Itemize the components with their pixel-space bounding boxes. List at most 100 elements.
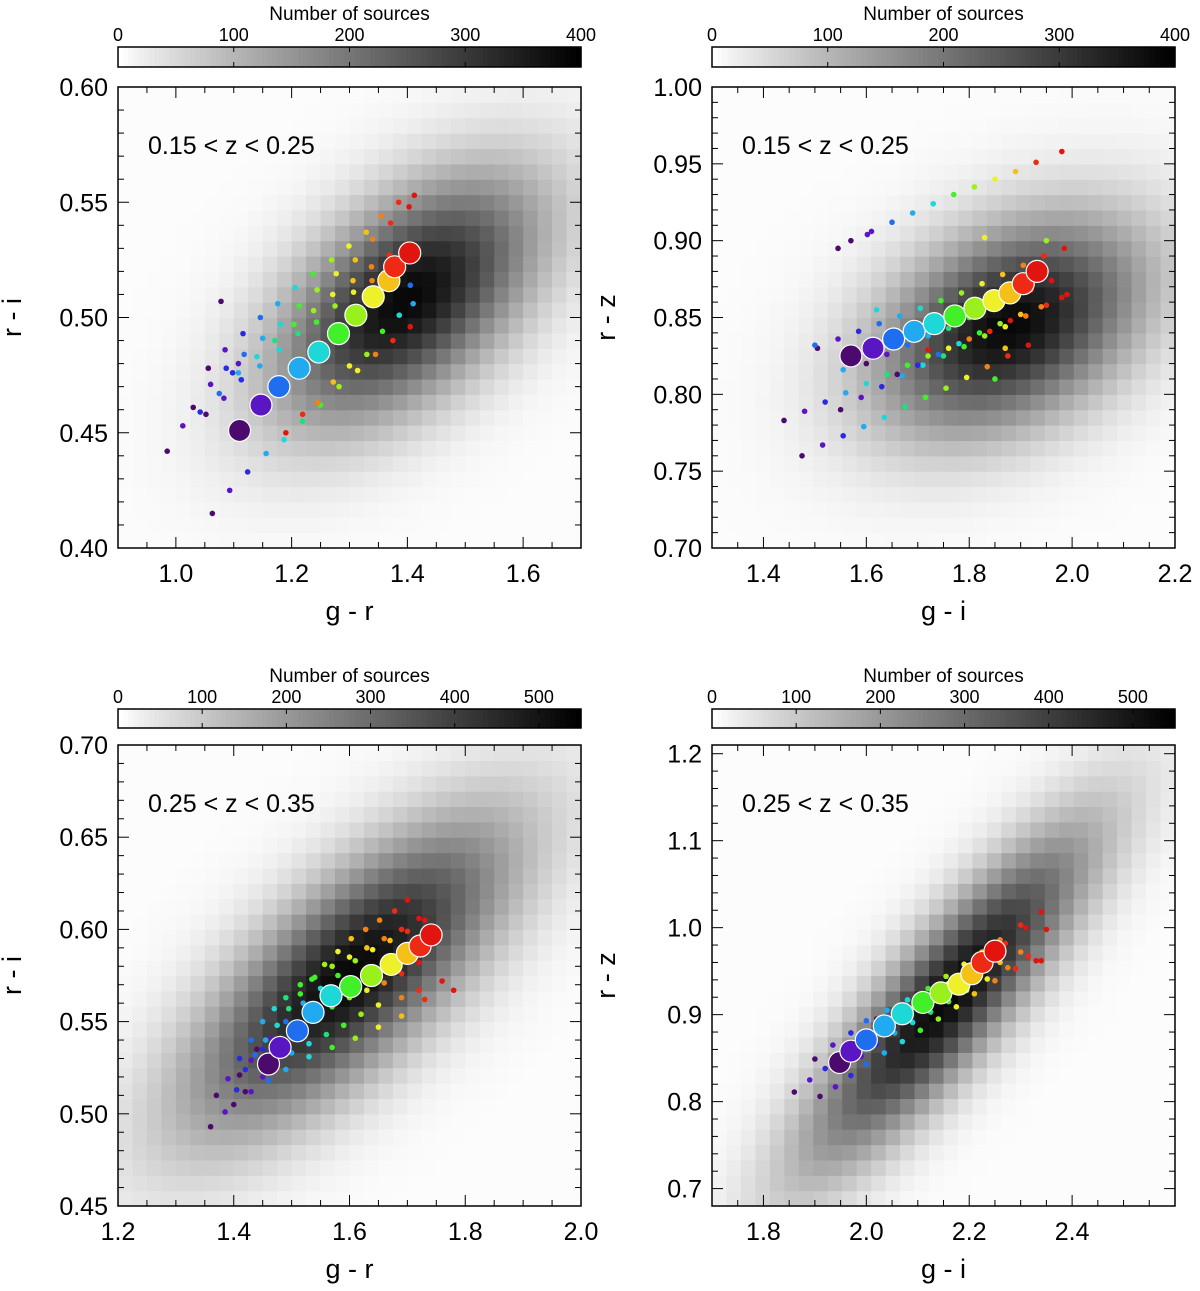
density-cell [784, 1190, 800, 1207]
density-cell [248, 944, 264, 961]
density-cell [1073, 775, 1089, 792]
density-cell [421, 532, 437, 549]
density-cell [132, 163, 148, 180]
density-cell [175, 1052, 191, 1069]
density-cell [1088, 317, 1104, 334]
density-cell [813, 960, 829, 977]
density-cell [784, 1067, 800, 1084]
density-cell [885, 378, 901, 395]
model-track [218, 282, 416, 436]
density-cell [508, 271, 524, 288]
colorbar-segment [370, 47, 376, 67]
density-cell [842, 760, 858, 777]
density-cell [1088, 791, 1104, 808]
density-cell [132, 148, 148, 165]
model-point [241, 351, 247, 358]
colorbar-segment [400, 709, 407, 728]
model-track [894, 294, 1065, 378]
density-cell [552, 332, 568, 349]
density-cell [986, 791, 1002, 808]
colorbar-segment [339, 47, 345, 67]
colorbar-segment [544, 47, 551, 67]
density-cell [914, 806, 930, 823]
density-cell [450, 332, 466, 349]
density-cell [986, 425, 1002, 442]
density-cell [378, 302, 394, 319]
model-point [283, 1066, 289, 1073]
mean-color-point [379, 952, 403, 977]
density-cell [494, 133, 510, 150]
density-cell [885, 760, 901, 777]
density-cell [537, 745, 553, 761]
density-cell [842, 194, 858, 211]
model-point [222, 346, 228, 353]
density-cell [856, 821, 872, 838]
density-cell [1131, 1144, 1147, 1161]
colorbar-segment [174, 709, 181, 728]
density-cell [552, 179, 568, 196]
density-cell [856, 240, 872, 257]
density-cell [871, 1067, 887, 1084]
density-cell [175, 960, 191, 977]
density-cell [537, 1067, 553, 1084]
density-cell [1131, 179, 1147, 196]
density-cell [118, 760, 134, 777]
density-cell [1131, 1052, 1147, 1069]
density-cell [943, 209, 959, 226]
model-point [248, 1057, 254, 1064]
density-cell [378, 1083, 394, 1100]
density-cell [726, 914, 742, 930]
density-cell [552, 501, 568, 518]
density-cell [929, 1067, 945, 1084]
colorbar-segment [298, 47, 304, 67]
density-cell [175, 394, 191, 411]
density-cell [957, 501, 974, 518]
density-cell [712, 240, 728, 257]
density-cell [552, 348, 568, 365]
y-axis-label: r - i [0, 956, 27, 995]
density-cell [900, 394, 916, 411]
density-cell [1059, 425, 1075, 442]
density-cell [552, 455, 568, 472]
density-cell [465, 225, 481, 242]
density-cell [175, 225, 191, 242]
density-cell [712, 1083, 728, 1100]
colorbar-segment [886, 709, 893, 728]
density-cell [291, 148, 307, 165]
density-cell [957, 1113, 974, 1130]
model-point [976, 330, 983, 336]
density-cell [219, 133, 235, 150]
density-cell [494, 806, 510, 823]
model-point [271, 1005, 278, 1012]
colorbar-segment [503, 709, 510, 728]
density-cell [769, 348, 785, 365]
model-point [306, 1040, 312, 1047]
density-cell [1015, 837, 1031, 854]
density-cell [755, 914, 771, 930]
density-cell [566, 1052, 582, 1069]
colorbar-segment [483, 709, 489, 728]
y-tick-label: 0.90 [653, 228, 702, 256]
density-cell [450, 852, 466, 869]
density-cell [1131, 148, 1147, 165]
density-cell [320, 240, 336, 257]
model-point [248, 1037, 254, 1043]
density-cell [335, 348, 351, 365]
colorbar-segment [298, 709, 304, 728]
density-cell [798, 852, 814, 869]
density-cell [436, 517, 452, 534]
density-cell [885, 775, 901, 792]
density-cell [1131, 425, 1147, 442]
density-cell [769, 775, 785, 792]
density-cell [421, 1175, 437, 1192]
density-cell [465, 440, 481, 457]
density-cell [306, 455, 322, 472]
colorbar-segment [354, 47, 361, 67]
density-cell [204, 960, 220, 977]
density-cell [1044, 133, 1060, 150]
density-cell [957, 409, 974, 426]
density-cell [1160, 271, 1176, 288]
density-cell [712, 194, 728, 211]
density-cell [900, 791, 916, 808]
density-cell [871, 975, 887, 992]
